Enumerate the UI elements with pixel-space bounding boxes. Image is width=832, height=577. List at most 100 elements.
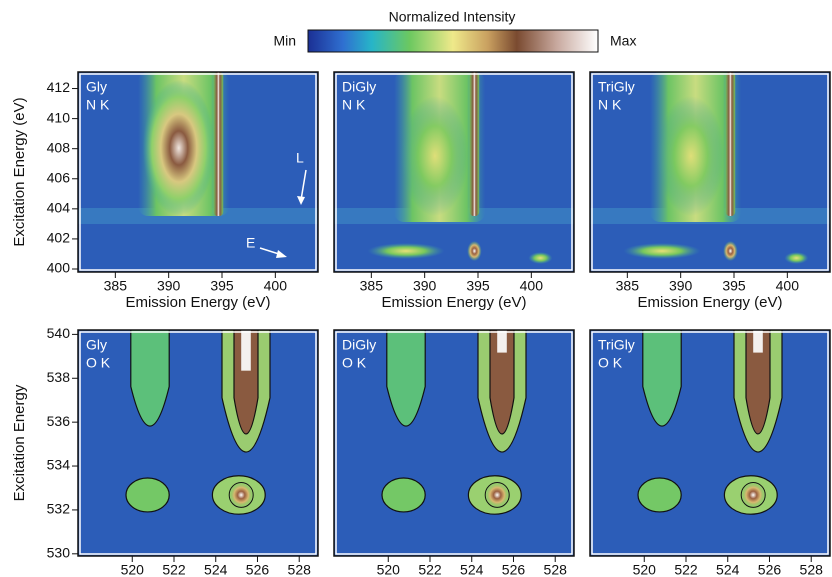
streak	[725, 72, 736, 216]
x-tick-label: 524	[204, 562, 228, 577]
colorbar-title: Normalized Intensity	[389, 9, 516, 25]
x-tick-label: 395	[210, 278, 234, 294]
panel-label: N K	[86, 97, 110, 113]
column	[386, 330, 426, 427]
x-tick-label: 520	[633, 562, 657, 577]
x-axis-label: Emission Energy (eV)	[637, 294, 782, 311]
x-tick-label: 526	[246, 562, 270, 577]
frame	[333, 71, 575, 273]
arrow-head	[297, 196, 305, 205]
panel-label: O K	[598, 355, 623, 371]
x-tick-label: 390	[413, 278, 437, 294]
blob	[401, 96, 469, 216]
annotation: L	[296, 150, 304, 166]
spot-core	[484, 482, 510, 508]
frame	[589, 71, 831, 273]
x-tick-label: 522	[162, 562, 186, 577]
frame-inner	[79, 331, 317, 555]
x-tick-label: 526	[758, 562, 782, 577]
x-axis-label: Emission Energy (eV)	[125, 294, 270, 311]
y-tick-label: 540	[47, 325, 71, 341]
heatmap	[590, 72, 830, 272]
frame	[589, 329, 831, 557]
frame-inner	[335, 73, 573, 271]
column-peak	[753, 330, 763, 353]
spot	[723, 241, 738, 261]
frame	[77, 329, 319, 557]
column	[130, 330, 170, 427]
frame-inner	[335, 331, 573, 555]
x-tick-label: 390	[157, 278, 181, 294]
panel: 520522524526528Emission Energy (eV)DiGly…	[333, 329, 575, 577]
blob	[142, 80, 215, 216]
frame-inner	[79, 73, 317, 271]
column-core	[233, 330, 259, 435]
x-tick-label: 385	[360, 278, 384, 294]
heatmap	[334, 72, 574, 272]
background	[590, 330, 830, 556]
y-tick-label: 402	[47, 230, 71, 246]
y-tick-label: 404	[47, 200, 71, 216]
annotation: E	[246, 235, 255, 251]
x-tick-label: 526	[502, 562, 526, 577]
y-tick-label: 536	[47, 413, 71, 429]
y-tick-label: 400	[47, 260, 71, 276]
panel-label: DiGly	[342, 79, 376, 95]
x-tick-label: 395	[722, 278, 746, 294]
x-tick-label: 520	[377, 562, 401, 577]
colorbar-min: Min	[273, 33, 296, 49]
y-axis-label: Excitation Energy	[11, 384, 28, 501]
panel-label: TriGly	[598, 79, 635, 95]
x-tick-label: 400	[520, 278, 544, 294]
panel-label: Gly	[86, 337, 107, 353]
heatmap	[78, 330, 318, 556]
y-tick-label: 532	[47, 501, 71, 517]
panel-label: TriGly	[598, 337, 635, 353]
column-core	[489, 330, 515, 435]
y-tick-label: 406	[47, 169, 71, 185]
frame-inner	[591, 331, 829, 555]
x-tick-label: 400	[776, 278, 800, 294]
frame	[77, 71, 319, 273]
spot	[528, 252, 553, 264]
y-tick-label: 534	[47, 457, 71, 473]
x-tick-label: 528	[288, 562, 312, 577]
spot	[637, 477, 682, 513]
panel-label: N K	[342, 97, 366, 113]
x-tick-label: 522	[674, 562, 698, 577]
x-tick-label: 385	[104, 278, 128, 294]
x-tick-label: 400	[264, 278, 288, 294]
frame	[333, 329, 575, 557]
heatmap	[590, 330, 830, 556]
spot	[125, 477, 170, 513]
spot	[467, 241, 482, 261]
panel-label: O K	[342, 355, 367, 371]
blob	[657, 96, 725, 216]
panel-label: DiGly	[342, 337, 376, 353]
y-tick-label: 408	[47, 139, 71, 155]
panel-label: Gly	[86, 79, 107, 95]
spot	[367, 243, 445, 259]
column-peak	[497, 330, 507, 353]
x-tick-label: 385	[616, 278, 640, 294]
spot-core	[740, 482, 766, 508]
x-axis-label: Emission Energy (eV)	[381, 294, 526, 311]
panel-label: O K	[86, 355, 111, 371]
panel: 520522524526528Emission Energy (eV)TriGl…	[589, 329, 831, 577]
x-tick-label: 522	[418, 562, 442, 577]
streak	[213, 72, 224, 216]
panel-label: N K	[598, 97, 622, 113]
streak	[469, 72, 480, 216]
column-core	[745, 330, 771, 435]
annotation-arrow	[300, 169, 307, 201]
x-tick-label: 520	[121, 562, 145, 577]
arrow-head	[276, 250, 287, 258]
x-tick-label: 390	[669, 278, 693, 294]
x-tick-label: 524	[460, 562, 484, 577]
spot	[381, 477, 426, 513]
